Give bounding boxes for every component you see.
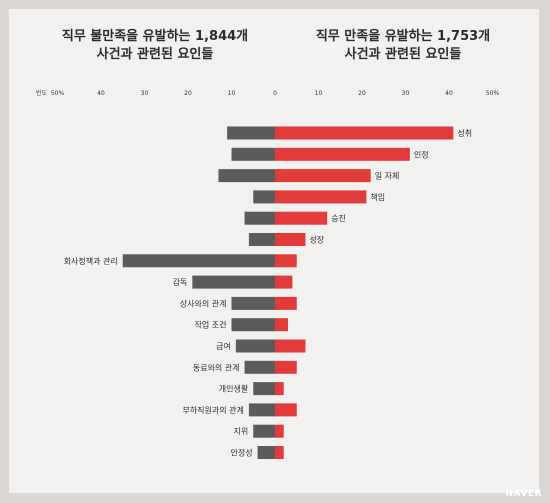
category-label: 안정성 <box>231 448 253 458</box>
satisfaction-bar <box>275 360 297 374</box>
dissatisfaction-bar <box>231 296 275 310</box>
x-axis-ticks: 50% 40 30 20 10 0 10 20 30 40 50% <box>51 90 500 97</box>
category-label: 책임 <box>370 192 385 202</box>
satisfaction-bar <box>275 126 454 140</box>
satisfaction-bar <box>275 169 371 183</box>
category-label: 동료와의 관계 <box>193 362 240 372</box>
dissatisfaction-bar <box>253 424 275 438</box>
x-tick-label: 20 <box>184 90 192 97</box>
category-label: 성취 <box>457 129 472 138</box>
x-tick-label: 10 <box>315 90 323 97</box>
dissatisfaction-title-line2: 사건과 관련된 요인들 <box>96 47 214 62</box>
x-tick-label: 20 <box>358 90 366 97</box>
dissatisfaction-bar <box>244 211 275 225</box>
category-label: 성장 <box>309 235 324 245</box>
dissatisfaction-bar <box>231 318 275 332</box>
dissatisfaction-bar <box>257 446 275 459</box>
satisfaction-bar <box>275 296 297 310</box>
dissatisfaction-bar <box>253 382 275 396</box>
satisfaction-bar <box>275 254 297 268</box>
bars-group <box>122 126 454 459</box>
x-tick-label: 30 <box>402 90 410 97</box>
dissatisfaction-bar <box>227 126 275 140</box>
category-label: 작업 조건 <box>195 320 227 330</box>
satisfaction-bar <box>275 339 306 353</box>
category-label: 지위 <box>234 427 249 436</box>
category-label: 부하직원과의 관계 <box>182 405 243 415</box>
category-label: 감독 <box>173 277 188 287</box>
dissatisfaction-bar <box>218 169 275 183</box>
satisfaction-bar <box>275 147 410 161</box>
axis-label: 빈도 <box>36 89 48 97</box>
satisfaction-bar <box>275 318 289 332</box>
satisfaction-bar <box>275 424 284 438</box>
x-tick-label: 40 <box>97 90 105 97</box>
watermark: NAVER <box>505 489 542 499</box>
category-label: 급여 <box>216 341 231 351</box>
x-tick-label: 50% <box>486 90 500 97</box>
category-label: 개인생활 <box>219 384 249 394</box>
x-tick-label: 0 <box>273 90 277 97</box>
x-tick-label: 30 <box>141 90 149 97</box>
dissatisfaction-bar <box>253 190 275 204</box>
satisfaction-title-line2: 사건과 관련된 요인들 <box>344 47 462 62</box>
dissatisfaction-bar <box>248 403 275 417</box>
satisfaction-bar <box>275 275 293 289</box>
satisfaction-bar <box>275 403 297 417</box>
x-tick-label: 50% <box>51 90 65 97</box>
category-label: 인정 <box>414 149 429 159</box>
x-tick-label: 10 <box>228 90 236 97</box>
satisfaction-title-line1: 직무 만족을 유발하는 1,753개 <box>315 29 491 44</box>
satisfaction-bar <box>275 211 328 225</box>
dissatisfaction-bar <box>235 339 275 353</box>
satisfaction-bar <box>275 382 284 396</box>
dissatisfaction-bar <box>192 275 275 289</box>
category-label: 회사정책과 관리 <box>64 256 118 266</box>
satisfaction-bar <box>275 190 367 204</box>
dissatisfaction-bar <box>122 254 275 268</box>
dissatisfaction-bar <box>231 147 275 161</box>
category-label: 일 자체 <box>375 171 400 181</box>
dissatisfaction-bar <box>244 360 275 374</box>
x-tick-label: 40 <box>445 90 453 97</box>
satisfaction-bar <box>275 233 306 246</box>
satisfaction-bar <box>275 446 284 459</box>
satisfaction-title: 직무 만족을 유발하는 1,753개 사건과 관련된 요인들 <box>288 28 518 64</box>
dissatisfaction-title-line1: 직무 불만족을 유발하는 1,844개 <box>61 29 249 44</box>
category-label: 승진 <box>331 213 346 223</box>
category-label: 상사와의 관계 <box>180 298 227 308</box>
dissatisfaction-title: 직무 불만족을 유발하는 1,844개 사건과 관련된 요인들 <box>40 28 270 64</box>
dissatisfaction-bar <box>248 233 275 246</box>
